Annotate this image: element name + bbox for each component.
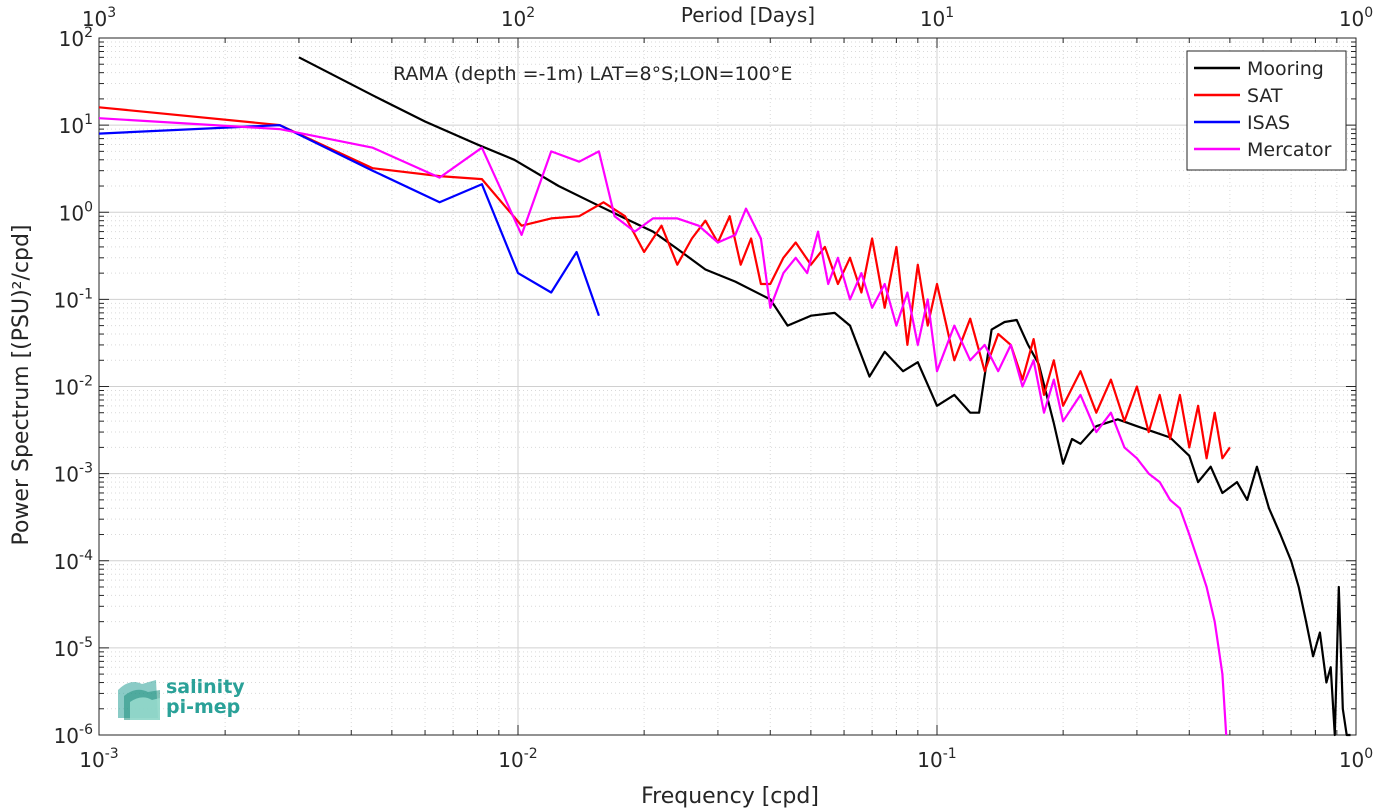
y-axis-label: Power Spectrum [(PSU)²/cpd] — [9, 224, 34, 545]
series-line-mooring — [298, 56, 1351, 737]
y-tick-label: 100 — [59, 199, 93, 225]
y-tick-label: 10-2 — [54, 374, 93, 400]
top-tick-label: 100 — [1339, 5, 1373, 31]
top-tick-label: 102 — [501, 5, 535, 31]
series-layer — [98, 56, 1351, 737]
y-tick-label: 101 — [59, 112, 93, 138]
salinity-pi-mep-logo: salinity pi-mep — [118, 676, 245, 720]
legend: Mooring SAT ISAS Mercator — [1186, 50, 1347, 171]
legend-label-sat: SAT — [1247, 85, 1283, 107]
x-tick-label: 10-3 — [79, 746, 118, 772]
legend-label-isas: ISAS — [1247, 112, 1290, 134]
top-axis-label: Period [Days] — [681, 3, 815, 27]
top-tick-label: 103 — [82, 5, 116, 31]
series-line-mercator — [98, 117, 1228, 736]
legend-label-mercator: Mercator — [1247, 139, 1332, 161]
series-line-isas — [98, 123, 600, 317]
y-tick-label: 10-6 — [54, 722, 94, 748]
legend-label-mooring: Mooring — [1247, 58, 1324, 80]
x-tick-label: 10-1 — [917, 746, 956, 772]
y-tick-label: 10-4 — [54, 548, 94, 574]
axis-ticks — [98, 37, 1357, 736]
logo-wave-icon — [130, 697, 160, 720]
x-tick-label: 10-2 — [498, 746, 537, 772]
logo-text-pi-mep: pi-mep — [166, 696, 240, 718]
series-line-sat — [98, 106, 1231, 460]
top-tick-label: 101 — [920, 5, 954, 31]
chart-title: RAMA (depth =-1m) LAT=8°S;LON=100°E — [393, 63, 792, 85]
major-grid — [98, 37, 1357, 736]
logo-text-salinity: salinity — [166, 676, 245, 698]
x-axis-label: Frequency [cpd] — [641, 784, 819, 809]
y-tick-label: 10-3 — [54, 461, 93, 487]
x-tick-label: 100 — [1339, 746, 1373, 772]
y-tick-label: 10-5 — [54, 635, 93, 661]
y-tick-label: 102 — [59, 25, 93, 51]
y-tick-label: 10-1 — [54, 286, 93, 312]
